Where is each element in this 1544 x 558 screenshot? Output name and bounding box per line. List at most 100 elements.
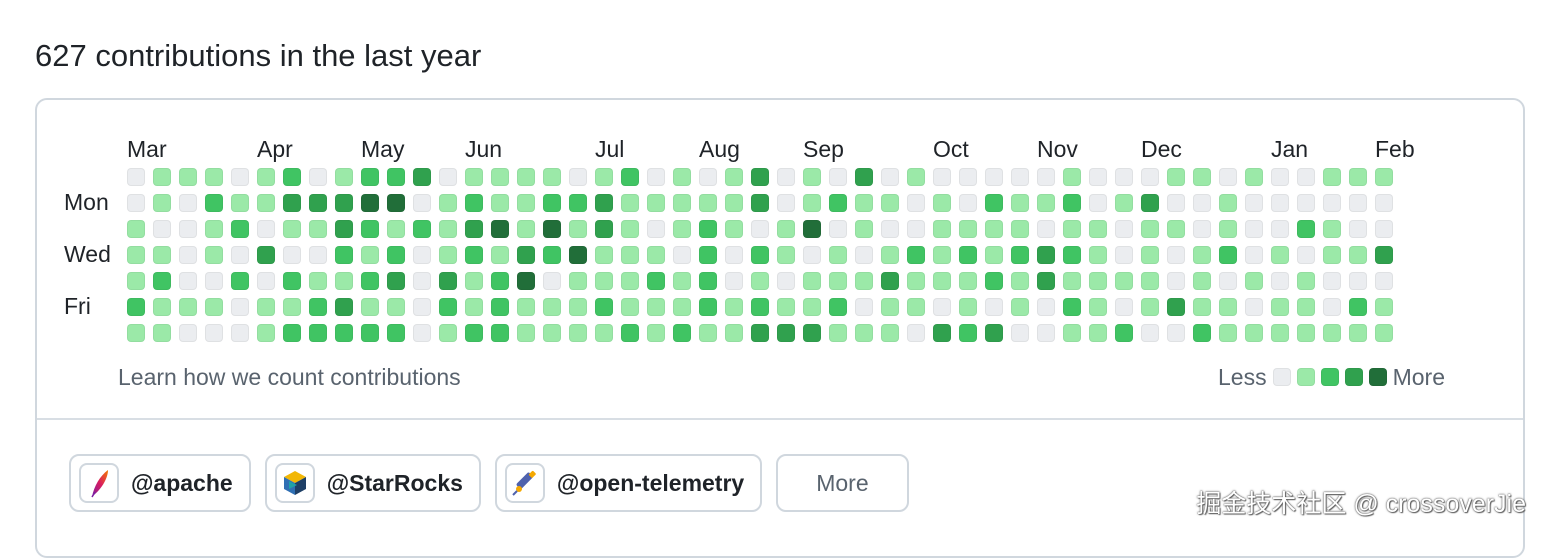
contribution-day-cell[interactable] (543, 324, 561, 342)
contribution-day-cell[interactable] (1011, 246, 1029, 264)
contribution-day-cell[interactable] (543, 220, 561, 238)
contribution-day-cell[interactable] (1297, 194, 1315, 212)
contribution-day-cell[interactable] (777, 194, 795, 212)
contribution-day-cell[interactable] (465, 220, 483, 238)
contribution-day-cell[interactable] (1141, 246, 1159, 264)
contribution-day-cell[interactable] (1375, 168, 1393, 186)
contribution-day-cell[interactable] (439, 298, 457, 316)
contribution-day-cell[interactable] (491, 324, 509, 342)
contribution-day-cell[interactable] (257, 324, 275, 342)
contribution-day-cell[interactable] (829, 272, 847, 290)
contribution-day-cell[interactable] (1037, 246, 1055, 264)
contribution-day-cell[interactable] (283, 272, 301, 290)
contribution-day-cell[interactable] (569, 194, 587, 212)
contribution-day-cell[interactable] (595, 272, 613, 290)
contribution-day-cell[interactable] (1193, 272, 1211, 290)
contribution-day-cell[interactable] (933, 246, 951, 264)
contribution-day-cell[interactable] (1115, 298, 1133, 316)
contribution-day-cell[interactable] (1375, 194, 1393, 212)
contribution-day-cell[interactable] (881, 298, 899, 316)
contribution-day-cell[interactable] (777, 324, 795, 342)
contribution-day-cell[interactable] (335, 272, 353, 290)
contribution-day-cell[interactable] (647, 298, 665, 316)
contribution-day-cell[interactable] (855, 298, 873, 316)
contribution-day-cell[interactable] (179, 168, 197, 186)
contribution-day-cell[interactable] (881, 324, 899, 342)
contribution-day-cell[interactable] (1375, 220, 1393, 238)
contribution-day-cell[interactable] (153, 194, 171, 212)
contribution-day-cell[interactable] (855, 324, 873, 342)
contribution-day-cell[interactable] (153, 298, 171, 316)
contribution-day-cell[interactable] (959, 194, 977, 212)
contribution-day-cell[interactable] (387, 324, 405, 342)
contribution-day-cell[interactable] (413, 298, 431, 316)
contribution-day-cell[interactable] (803, 220, 821, 238)
contribution-day-cell[interactable] (179, 220, 197, 238)
contribution-day-cell[interactable] (777, 220, 795, 238)
contribution-day-cell[interactable] (725, 220, 743, 238)
contribution-day-cell[interactable] (1141, 324, 1159, 342)
org-button-apache[interactable]: @apache (69, 454, 251, 512)
contribution-day-cell[interactable] (803, 272, 821, 290)
contribution-day-cell[interactable] (855, 194, 873, 212)
contribution-day-cell[interactable] (257, 298, 275, 316)
contribution-day-cell[interactable] (517, 194, 535, 212)
contribution-day-cell[interactable] (881, 194, 899, 212)
contribution-day-cell[interactable] (1011, 272, 1029, 290)
contribution-day-cell[interactable] (257, 220, 275, 238)
contribution-day-cell[interactable] (491, 272, 509, 290)
contribution-day-cell[interactable] (1011, 298, 1029, 316)
contribution-day-cell[interactable] (205, 194, 223, 212)
contribution-day-cell[interactable] (1063, 220, 1081, 238)
contribution-day-cell[interactable] (907, 168, 925, 186)
contribution-day-cell[interactable] (1271, 298, 1289, 316)
contribution-day-cell[interactable] (829, 220, 847, 238)
contribution-day-cell[interactable] (881, 246, 899, 264)
contribution-day-cell[interactable] (829, 194, 847, 212)
contribution-day-cell[interactable] (907, 220, 925, 238)
contribution-day-cell[interactable] (517, 246, 535, 264)
contribution-day-cell[interactable] (179, 194, 197, 212)
contribution-day-cell[interactable] (1167, 298, 1185, 316)
contribution-day-cell[interactable] (881, 220, 899, 238)
contribution-day-cell[interactable] (361, 194, 379, 212)
contribution-day-cell[interactable] (413, 246, 431, 264)
contribution-day-cell[interactable] (1115, 194, 1133, 212)
contribution-day-cell[interactable] (205, 324, 223, 342)
contribution-day-cell[interactable] (309, 194, 327, 212)
contribution-day-cell[interactable] (153, 324, 171, 342)
contribution-day-cell[interactable] (1349, 168, 1367, 186)
contribution-day-cell[interactable] (829, 324, 847, 342)
contribution-day-cell[interactable] (1245, 272, 1263, 290)
contribution-day-cell[interactable] (283, 168, 301, 186)
contribution-day-cell[interactable] (569, 220, 587, 238)
contribution-day-cell[interactable] (1115, 168, 1133, 186)
contribution-day-cell[interactable] (1167, 220, 1185, 238)
contribution-day-cell[interactable] (1297, 272, 1315, 290)
contribution-day-cell[interactable] (621, 324, 639, 342)
contribution-day-cell[interactable] (1349, 272, 1367, 290)
contribution-day-cell[interactable] (725, 168, 743, 186)
contribution-day-cell[interactable] (1167, 194, 1185, 212)
contribution-day-cell[interactable] (647, 272, 665, 290)
contribution-day-cell[interactable] (985, 220, 1003, 238)
contribution-day-cell[interactable] (569, 272, 587, 290)
contribution-day-cell[interactable] (751, 194, 769, 212)
contribution-day-cell[interactable] (1245, 246, 1263, 264)
contribution-day-cell[interactable] (1063, 272, 1081, 290)
contribution-day-cell[interactable] (361, 324, 379, 342)
contribution-day-cell[interactable] (1063, 324, 1081, 342)
contribution-day-cell[interactable] (621, 246, 639, 264)
contribution-day-cell[interactable] (1115, 246, 1133, 264)
contribution-day-cell[interactable] (1193, 168, 1211, 186)
contribution-day-cell[interactable] (907, 272, 925, 290)
contribution-day-cell[interactable] (1011, 194, 1029, 212)
learn-how-we-count-link[interactable]: Learn how we count contributions (118, 364, 461, 390)
contribution-day-cell[interactable] (361, 168, 379, 186)
contribution-day-cell[interactable] (1089, 246, 1107, 264)
contribution-day-cell[interactable] (543, 194, 561, 212)
contribution-day-cell[interactable] (1193, 220, 1211, 238)
contribution-day-cell[interactable] (1323, 194, 1341, 212)
contribution-day-cell[interactable] (829, 168, 847, 186)
contribution-day-cell[interactable] (387, 220, 405, 238)
